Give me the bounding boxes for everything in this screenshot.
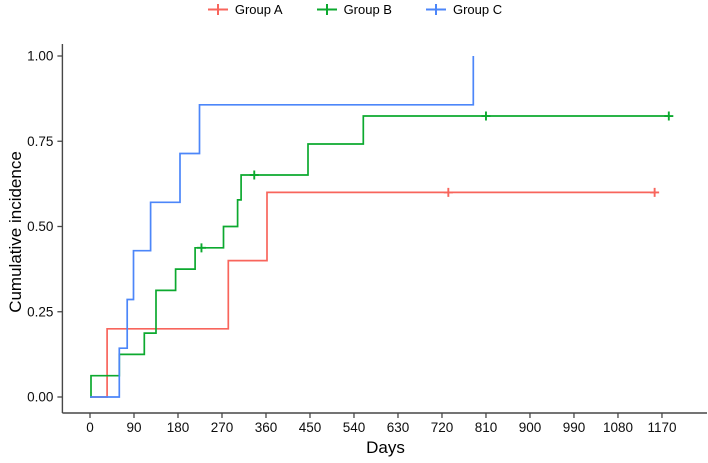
y-tick-label: 0.75 — [27, 134, 53, 149]
censor-mark-icon — [650, 187, 660, 197]
x-tick-label: 900 — [519, 420, 542, 435]
legend-label-group-b: Group B — [343, 2, 392, 17]
x-tick-label: 990 — [563, 420, 586, 435]
legend-item-group-a: Group A — [206, 2, 283, 17]
censor-plus-icon — [316, 4, 337, 15]
x-tick-label: 810 — [475, 420, 498, 435]
x-tick-label: 270 — [211, 420, 234, 435]
x-tick-label: 0 — [86, 420, 94, 435]
legend-item-group-c: Group C — [424, 2, 502, 17]
x-tick-label: 360 — [255, 420, 278, 435]
legend-item-group-b: Group B — [315, 2, 392, 17]
x-tick-label: 720 — [431, 420, 454, 435]
censor-mark-icon — [481, 111, 491, 121]
legend-label-group-a: Group A — [234, 2, 283, 17]
y-tick-label: 1.00 — [27, 49, 53, 64]
series-group-a — [90, 187, 660, 398]
step-curve — [90, 191, 657, 398]
legend-label-group-c: Group C — [452, 2, 503, 17]
y-tick-label: 0.00 — [27, 390, 53, 405]
x-tick-label: 450 — [299, 420, 322, 435]
x-tick-label: 1170 — [647, 420, 676, 435]
y-tick-label: 0.25 — [27, 304, 53, 319]
legend: Group A Group B Group C — [0, 2, 708, 17]
series-group-c — [90, 56, 475, 398]
series-group-b — [90, 111, 674, 398]
censor-mark-icon — [249, 170, 259, 180]
x-tick-label: 90 — [126, 420, 141, 435]
censor-plus-icon — [425, 4, 446, 15]
x-tick-label: 540 — [343, 420, 366, 435]
censor-plus-icon — [207, 4, 228, 15]
x-tick-label: 630 — [387, 420, 410, 435]
step-curve — [90, 115, 670, 398]
x-tick-label: 180 — [167, 420, 190, 435]
y-tick-label: 0.50 — [27, 219, 53, 234]
x-axis-title: Days — [366, 438, 405, 457]
censor-mark-icon — [196, 243, 206, 253]
step-curve — [90, 56, 475, 398]
censor-mark-icon — [443, 187, 453, 197]
censor-mark-icon — [664, 111, 674, 121]
x-tick-label: 1080 — [603, 420, 633, 435]
axes: 0 90 180 270 360 450 540 630 720 810 900 990 1080 117… — [27, 44, 707, 435]
